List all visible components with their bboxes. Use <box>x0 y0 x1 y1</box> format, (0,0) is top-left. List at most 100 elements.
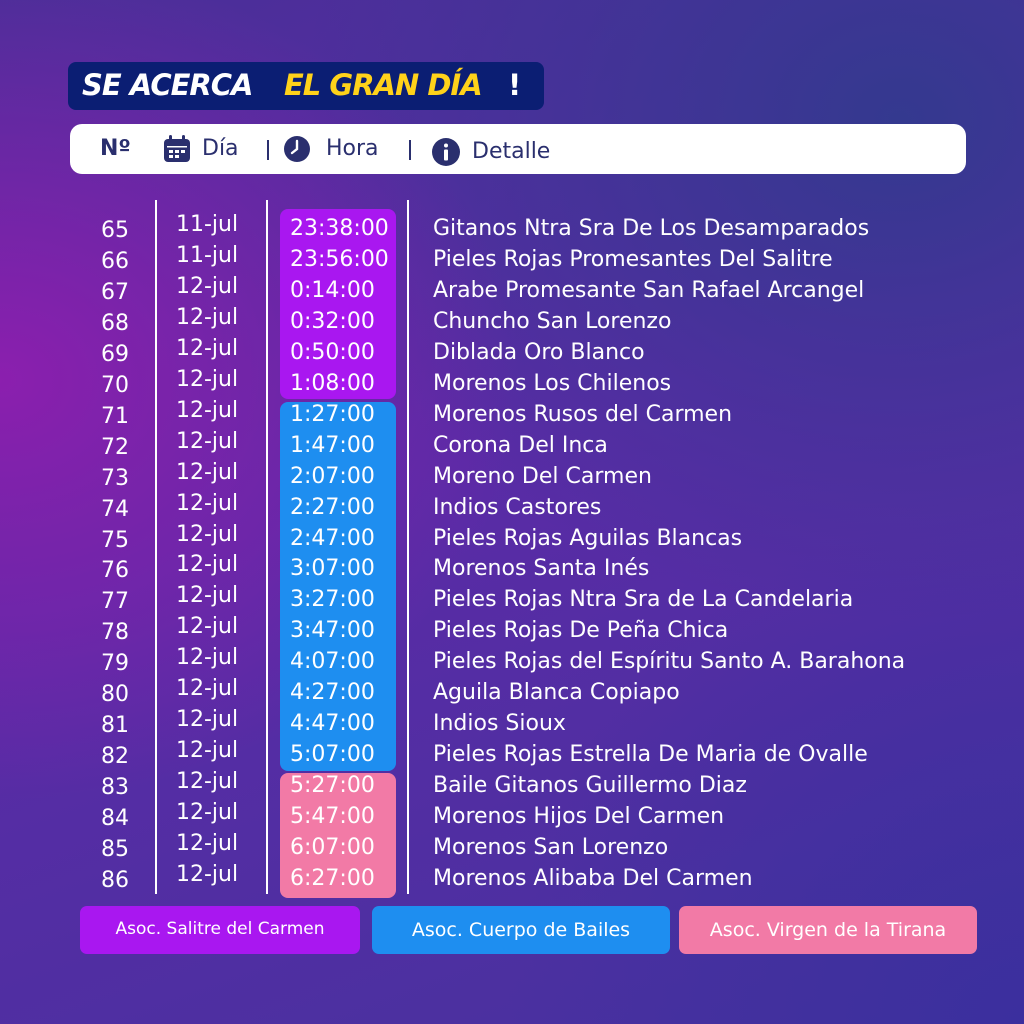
row-time: 23:56:00 <box>290 247 389 272</box>
row-number: 84 <box>101 806 129 831</box>
row-time: 0:50:00 <box>290 340 375 365</box>
row-time: 2:47:00 <box>290 526 375 551</box>
group-block-cuerpo <box>280 402 396 771</box>
row-detail: Indios Sioux <box>433 711 566 736</box>
row-day: 12-jul <box>176 274 239 299</box>
row-detail: Indios Castores <box>433 495 602 520</box>
row-detail: Morenos Santa Inés <box>433 556 650 581</box>
row-detail: Pieles Rojas del Espíritu Santo A. Barah… <box>433 649 906 674</box>
row-detail: Chuncho San Lorenzo <box>433 309 672 334</box>
row-time: 1:47:00 <box>290 433 375 458</box>
header-divider <box>409 140 411 160</box>
legend-tirana: Asoc. Virgen de la Tirana <box>679 906 977 954</box>
row-day: 12-jul <box>176 460 239 485</box>
row-number: 82 <box>101 744 129 769</box>
row-detail: Arabe Promesante San Rafael Arcangel <box>433 278 865 303</box>
row-number: 68 <box>101 311 129 336</box>
table-header: Nº Día Hora Detalle <box>70 124 966 174</box>
header-detail: Detalle <box>472 139 551 164</box>
row-number: 86 <box>101 868 129 893</box>
row-time: 23:38:00 <box>290 216 389 241</box>
row-day: 11-jul <box>176 243 239 268</box>
row-number: 65 <box>101 218 129 243</box>
row-day: 12-jul <box>176 367 239 392</box>
row-time: 3:27:00 <box>290 587 375 612</box>
row-detail: Diblada Oro Blanco <box>433 340 645 365</box>
title-part-2: EL GRAN DÍA <box>284 68 483 102</box>
row-time: 4:47:00 <box>290 711 375 736</box>
row-day: 12-jul <box>176 398 239 423</box>
row-time: 6:07:00 <box>290 835 375 860</box>
row-day: 12-jul <box>176 583 239 608</box>
row-number: 67 <box>101 280 129 305</box>
row-time: 4:07:00 <box>290 649 375 674</box>
row-number: 77 <box>101 589 129 614</box>
row-day: 12-jul <box>176 491 239 516</box>
row-detail: Gitanos Ntra Sra De Los Desamparados <box>433 216 870 241</box>
row-detail: Pieles Rojas Estrella De Maria de Ovalle <box>433 742 868 767</box>
row-detail: Morenos Los Chilenos <box>433 371 672 396</box>
row-detail: Morenos Alibaba Del Carmen <box>433 866 753 891</box>
row-time: 3:47:00 <box>290 618 375 643</box>
row-day: 12-jul <box>176 831 239 856</box>
row-number: 75 <box>101 528 129 553</box>
column-divider <box>266 200 268 894</box>
row-day: 12-jul <box>176 707 239 732</box>
row-day: 12-jul <box>176 769 239 794</box>
row-day: 12-jul <box>176 645 239 670</box>
row-day: 12-jul <box>176 676 239 701</box>
title-part-3: ! <box>508 68 521 102</box>
row-detail: Pieles Rojas Aguilas Blancas <box>433 526 743 551</box>
row-number: 83 <box>101 775 129 800</box>
row-number: 74 <box>101 497 129 522</box>
row-time: 0:32:00 <box>290 309 375 334</box>
row-number: 66 <box>101 249 129 274</box>
row-detail: Morenos Hijos Del Carmen <box>433 804 725 829</box>
row-number: 79 <box>101 651 129 676</box>
row-number: 72 <box>101 435 129 460</box>
row-detail: Morenos San Lorenzo <box>433 835 669 860</box>
group-block-salitre <box>280 209 396 399</box>
row-detail: Pieles Rojas Ntra Sra de La Candelaria <box>433 587 854 612</box>
column-divider <box>407 200 409 894</box>
row-time: 3:07:00 <box>290 556 375 581</box>
title-banner: SE ACERCA EL GRAN DÍA ! <box>68 62 544 110</box>
row-day: 12-jul <box>176 800 239 825</box>
row-number: 71 <box>101 404 129 429</box>
row-day: 12-jul <box>176 614 239 639</box>
column-divider <box>155 200 157 894</box>
header-divider <box>267 140 269 160</box>
row-day: 11-jul <box>176 212 239 237</box>
row-day: 12-jul <box>176 522 239 547</box>
row-detail: Aguila Blanca Copiapo <box>433 680 680 705</box>
row-day: 12-jul <box>176 862 239 887</box>
header-time: Hora <box>326 136 379 161</box>
row-detail: Corona Del Inca <box>433 433 608 458</box>
row-detail: Pieles Rojas De Peña Chica <box>433 618 729 643</box>
row-number: 76 <box>101 558 129 583</box>
row-detail: Morenos Rusos del Carmen <box>433 402 733 427</box>
row-number: 81 <box>101 713 129 738</box>
row-time: 0:14:00 <box>290 278 375 303</box>
row-time: 2:27:00 <box>290 495 375 520</box>
row-time: 5:27:00 <box>290 773 375 798</box>
header-number: Nº <box>100 136 131 161</box>
row-time: 5:07:00 <box>290 742 375 767</box>
title-part-1: SE ACERCA <box>82 68 253 102</box>
row-number: 85 <box>101 837 129 862</box>
row-time: 2:07:00 <box>290 464 375 489</box>
row-time: 4:27:00 <box>290 680 375 705</box>
info-icon <box>432 138 460 166</box>
row-number: 80 <box>101 682 129 707</box>
row-day: 12-jul <box>176 552 239 577</box>
row-day: 12-jul <box>176 738 239 763</box>
row-time: 1:08:00 <box>290 371 375 396</box>
row-time: 6:27:00 <box>290 866 375 891</box>
group-block-tirana <box>280 773 396 898</box>
row-day: 12-jul <box>176 336 239 361</box>
legend-salitre: Asoc. Salitre del Carmen <box>80 906 360 954</box>
row-detail: Pieles Rojas Promesantes Del Salitre <box>433 247 833 272</box>
row-time: 5:47:00 <box>290 804 375 829</box>
row-detail: Moreno Del Carmen <box>433 464 652 489</box>
row-day: 12-jul <box>176 429 239 454</box>
